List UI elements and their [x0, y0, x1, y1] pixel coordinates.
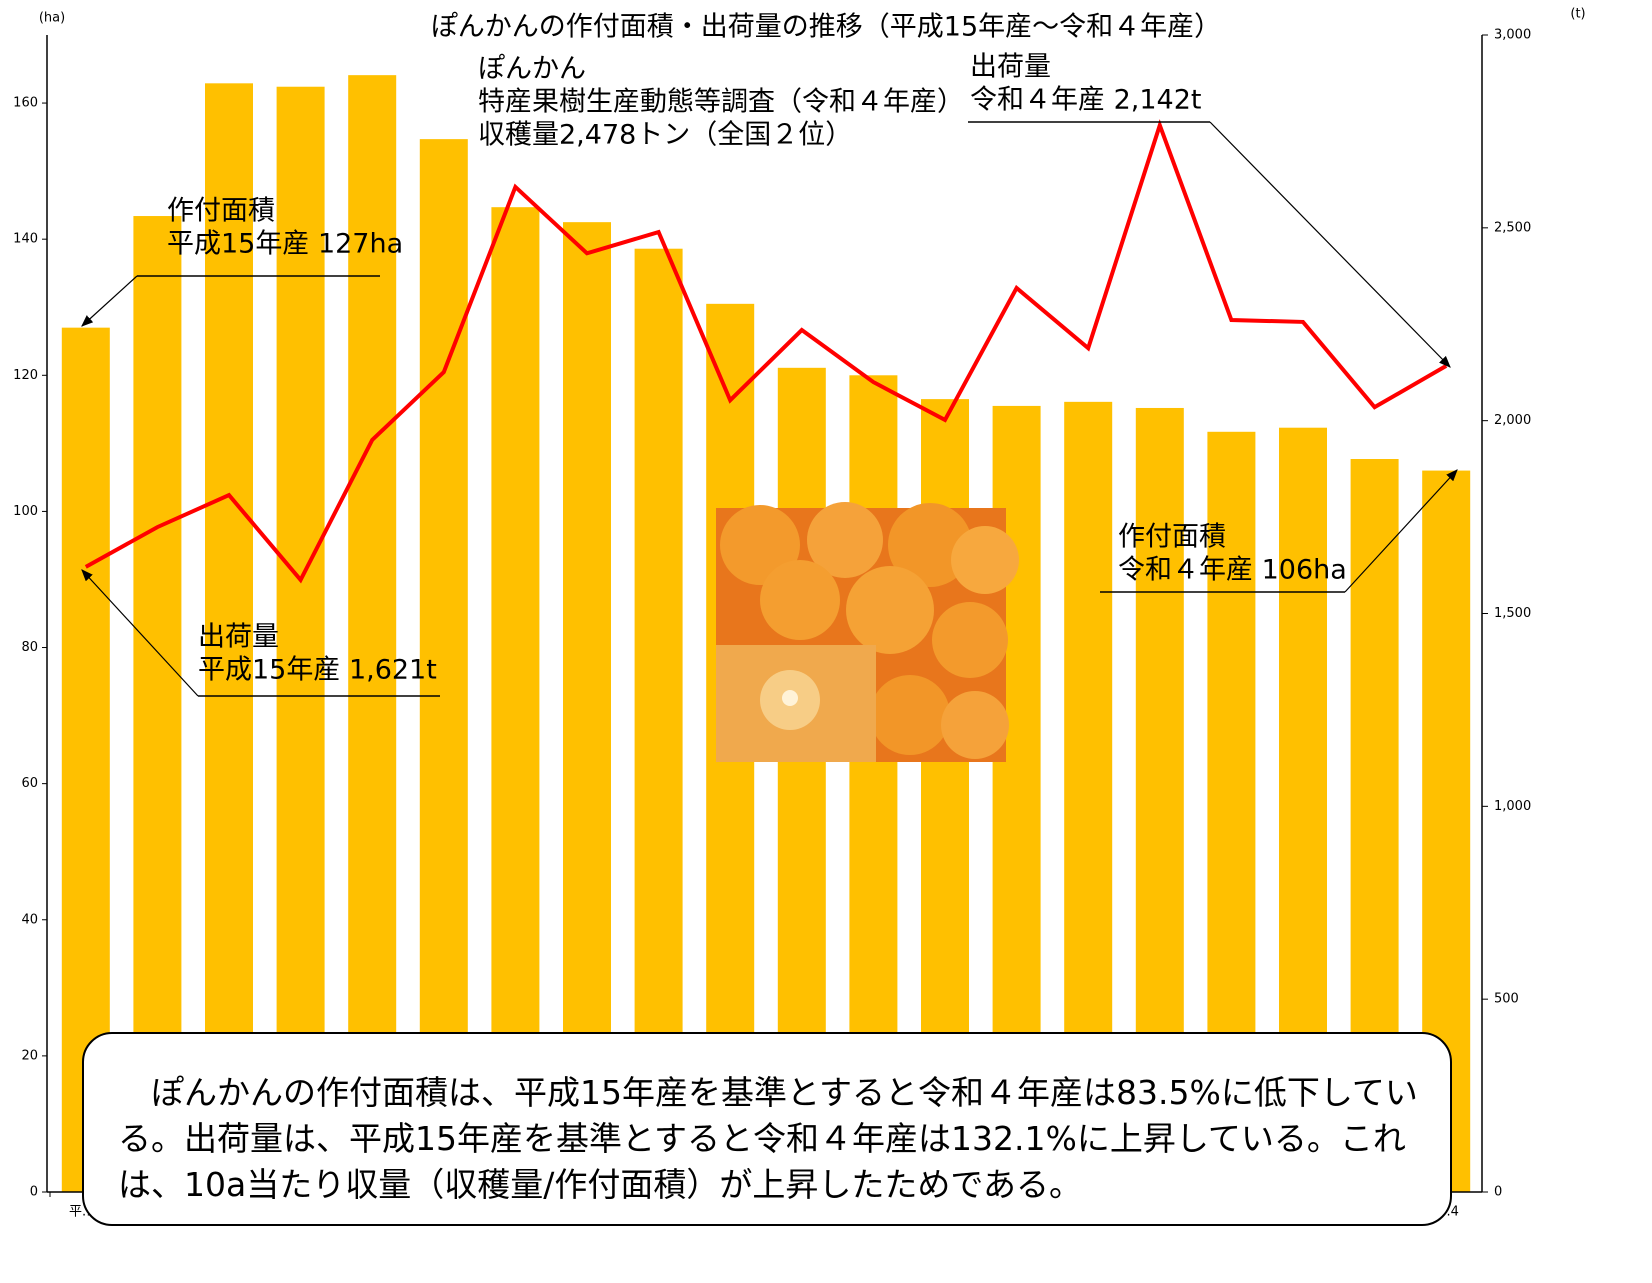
y2-tick-label: 0: [1494, 1185, 1502, 1200]
annotation: 収穫量2,478トン（全国２位）: [478, 120, 852, 151]
y-tick-label: 160: [13, 96, 38, 111]
annotation: 令和４年産 2,142t: [970, 85, 1201, 116]
annotation: 平成15年産 127ha: [167, 229, 403, 260]
y-tick-label: 20: [21, 1048, 38, 1063]
annotation: 令和４年産 106ha: [1118, 555, 1347, 586]
annotation: 作付面積: [167, 196, 275, 227]
y-tick-label: 120: [13, 368, 38, 383]
chart-title: ぽんかんの作付面積・出荷量の推移（平成15年産～令和４年産）: [431, 12, 1221, 43]
annotation: ぽんかん: [478, 54, 586, 85]
y-tick-label: 60: [21, 776, 38, 791]
y2-tick-label: 3,000: [1494, 28, 1531, 43]
annotation-arrow: [1209, 121, 1451, 368]
y2-unit: (t): [1570, 7, 1585, 22]
bar: [419, 139, 468, 1192]
annotation: 特産果樹生産動態等調査（令和４年産）: [478, 87, 964, 118]
annotation: 出荷量: [970, 52, 1051, 83]
y2-tick-label: 2,500: [1494, 220, 1531, 235]
annotation: 作付面積: [1118, 522, 1226, 553]
y-tick-label: 80: [21, 640, 38, 655]
annotation-arrow: [81, 569, 199, 697]
y-tick-label: 0: [30, 1185, 38, 1200]
y-tick-label: 100: [13, 504, 38, 519]
y-tick-label: 40: [21, 912, 38, 927]
y-unit: (ha): [39, 11, 65, 26]
bar: [133, 216, 182, 1192]
y-tick-label: 140: [13, 232, 38, 247]
y2-tick-label: 2,000: [1494, 413, 1531, 428]
y2-tick-label: 500: [1494, 992, 1519, 1007]
y2-tick-label: 1,000: [1494, 799, 1531, 814]
photo: [716, 502, 1019, 762]
bar: [276, 86, 325, 1192]
bar: [205, 83, 253, 1192]
annotation: 平成15年産 1,621t: [198, 655, 437, 686]
bar: [491, 207, 540, 1192]
line: [84, 119, 1448, 584]
annotation-arrow: [81, 275, 138, 327]
summary-box: ぽんかんの作付面積は、平成15年産を基準とすると令和４年産は83.5%に低下して…: [82, 1032, 1452, 1226]
bar: [348, 75, 397, 1193]
bar: [563, 222, 611, 1193]
annotation: 出荷量: [198, 622, 279, 653]
annotation-arrow: [1344, 469, 1458, 593]
y2-tick-label: 1,500: [1494, 606, 1531, 621]
